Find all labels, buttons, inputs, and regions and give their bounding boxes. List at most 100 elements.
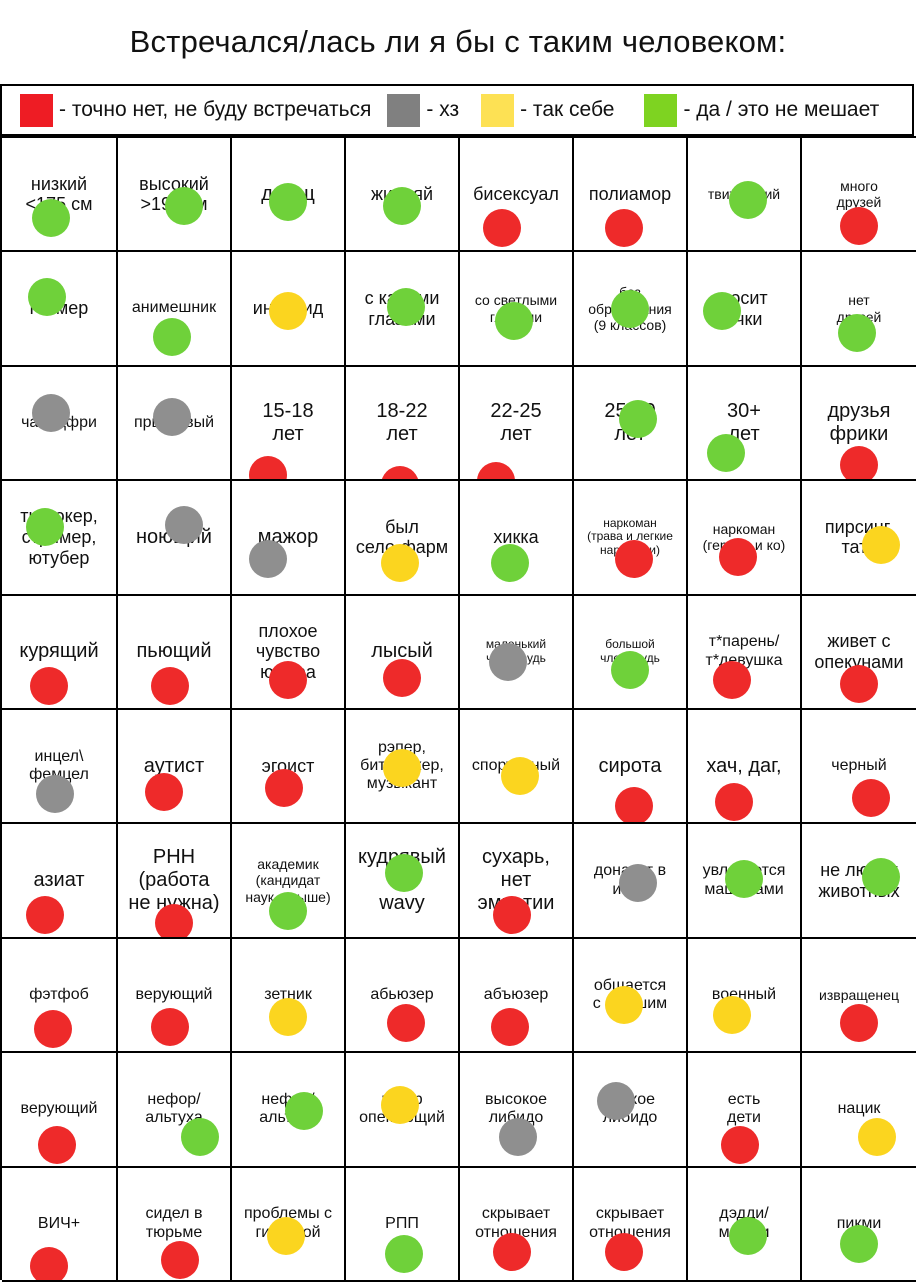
grid-cell: не любит животных <box>802 824 916 939</box>
mark-dot-yellow <box>501 757 539 796</box>
legend-swatch-green <box>644 93 678 127</box>
mark-dot-red <box>852 779 890 818</box>
mark-dot-green <box>32 199 70 238</box>
cell-label: нацик <box>837 1100 881 1118</box>
cell-label: абьюзер <box>370 985 434 1003</box>
mark-dot-gray <box>499 1118 537 1157</box>
grid-cell: зетник <box>232 938 346 1054</box>
legend-item-meh: - так себе <box>481 93 614 127</box>
grid-cell: лысый <box>346 595 460 710</box>
grid-cell: геймер <box>2 252 118 367</box>
cell-label: верующий <box>135 985 213 1003</box>
mark-dot-red <box>161 1240 199 1279</box>
mark-dot-red <box>840 445 878 480</box>
mark-dot-yellow <box>381 1086 419 1125</box>
legend-item-no: - точно нет, не буду встречаться <box>20 93 371 127</box>
cell-label: 18-22 лет <box>376 399 428 445</box>
mark-dot-green <box>491 544 529 583</box>
mark-dot-green <box>387 287 425 326</box>
cell-label: РПП <box>385 1214 419 1232</box>
mark-dot-green <box>385 1234 423 1273</box>
mark-dot-red <box>615 540 653 579</box>
grid-cell: фэтфоб <box>2 938 118 1054</box>
page-title: Встречался/лась ли я бы с таким человеко… <box>129 24 787 59</box>
mark-dot-green <box>862 857 900 896</box>
cell-label: 15-18 лет <box>262 399 314 445</box>
mark-dot-green <box>611 289 649 328</box>
cell-label: бисексуал <box>473 183 559 204</box>
grid-cell: дэдди/ мамми <box>688 1167 802 1282</box>
grid-cell: хач, даг, <box>688 709 802 825</box>
grid-cell: полиамор <box>574 138 688 253</box>
mark-dot-green <box>26 508 64 547</box>
cell-label: извращенец <box>819 986 899 1003</box>
cell-label: аутист <box>143 754 205 777</box>
cell-label: полиамор <box>588 183 672 204</box>
mark-dot-red <box>840 207 878 246</box>
grid-cell: живет с опекунами <box>802 596 916 710</box>
cell-label: хач, даг, <box>706 754 782 777</box>
grid-cell: 22-25 лет <box>460 366 574 482</box>
grid-cell: гипер опекающий <box>346 1053 460 1168</box>
legend-text-yes: - да / это не мешает <box>683 98 880 121</box>
mark-dot-yellow <box>269 997 307 1036</box>
legend-text-dunno: - хз <box>426 98 460 121</box>
grid-cell: высокое либидо <box>460 1053 574 1168</box>
grid-cell: наркоман (трава и легкие наркотики) <box>574 481 688 596</box>
grid-cell: извращенец <box>802 939 916 1054</box>
grid-cell: рэпер, битмейкер, музыкант <box>346 709 460 825</box>
cell-label: ВИЧ+ <box>37 1214 81 1232</box>
grid-cell: низкое либидо <box>574 1053 688 1168</box>
grid-cell: кудрявый wavy <box>346 824 460 939</box>
grid-cell: 25-30 лет <box>574 366 688 482</box>
legend-item-dunno: - хз <box>387 93 460 127</box>
grid-cell: сирота <box>574 709 688 825</box>
grid-cell: большой член/грудь <box>574 595 688 710</box>
grid-cell: нефор/ альтуха <box>232 1053 346 1168</box>
grid-cell: тиктокер, стример, ютубер <box>2 481 118 596</box>
cell-label: абъюзер <box>483 985 549 1003</box>
cell-label: курящий <box>19 640 99 663</box>
legend-swatch-gray <box>387 93 421 127</box>
grid-cell: есть дети <box>688 1053 802 1168</box>
mark-dot-red <box>721 1126 759 1165</box>
mark-dot-green <box>383 187 421 226</box>
mark-dot-yellow <box>381 544 419 583</box>
grid-cell: нацик <box>802 1053 916 1168</box>
mark-dot-green <box>729 181 767 220</box>
mark-dot-red <box>38 1126 76 1165</box>
cell-label: живет с опекунами <box>814 631 904 672</box>
mark-dot-red <box>34 1009 72 1048</box>
grid-cell: маленький член/грудь <box>460 595 574 710</box>
mark-dot-yellow <box>267 1216 305 1255</box>
mark-dot-red <box>265 769 303 808</box>
grid-cell: ВИЧ+ <box>2 1167 118 1282</box>
mark-dot-green <box>729 1216 767 1255</box>
grid-cell: черный <box>802 710 916 825</box>
grid-cell: 30+ лет <box>688 366 802 482</box>
cell-label: анимешник <box>131 299 217 317</box>
mark-dot-red <box>145 773 183 812</box>
grid-cell: нет друзей <box>802 252 916 367</box>
mark-dot-red <box>605 209 643 248</box>
mark-dot-red <box>840 1003 878 1042</box>
grid-cell: твитерский <box>688 138 802 253</box>
mark-dot-yellow <box>383 749 421 788</box>
mark-dot-yellow <box>713 995 751 1034</box>
grid-cell: мажор <box>232 481 346 596</box>
mark-dot-green <box>840 1224 878 1263</box>
cell-label: азиат <box>33 869 85 892</box>
cell-label: лысый <box>371 640 433 663</box>
mark-dot-gray <box>153 397 191 436</box>
grid-cell: пьющий <box>118 595 232 710</box>
grid-cell: академик (кандидат наук и выше) <box>232 824 346 939</box>
grid-cell: высокий >190 см <box>118 138 232 253</box>
grid-cell: абьюзер <box>346 938 460 1054</box>
legend-item-yes: - да / это не мешает <box>644 93 880 127</box>
mark-dot-green <box>285 1092 323 1131</box>
grid-cell: т*парень/ т*девушка <box>688 595 802 710</box>
mark-dot-gray <box>249 540 287 579</box>
grid-cell: РНН (работа не нужна) <box>118 824 232 939</box>
cell-label: верующий <box>20 1100 98 1118</box>
grid-cell: верующий <box>2 1053 118 1168</box>
